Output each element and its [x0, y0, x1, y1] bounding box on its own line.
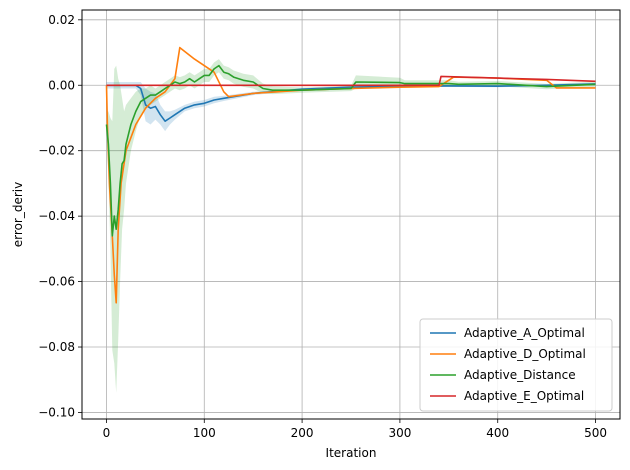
y-tick-label: 0.02: [48, 13, 75, 27]
confidence-bands: [106, 59, 596, 393]
y-tick-label: −0.08: [38, 340, 75, 354]
y-tick-label: −0.02: [38, 144, 75, 158]
series-line: [105, 64, 596, 237]
series-line: [106, 75, 596, 87]
series-lines: [105, 46, 596, 304]
x-tick-label: 300: [388, 426, 411, 440]
x-tick-label: 200: [291, 426, 314, 440]
legend-entry: Adaptive_A_Optimal: [464, 326, 585, 340]
y-tick-label: −0.10: [38, 405, 75, 419]
x-tick-label: 100: [193, 426, 216, 440]
confidence-band: [106, 59, 596, 393]
legend-entry: Adaptive_D_Optimal: [464, 347, 586, 361]
legend-entry: Adaptive_E_Optimal: [464, 389, 584, 403]
x-tick-label: 500: [584, 426, 607, 440]
y-tick-label: −0.04: [38, 209, 75, 223]
y-tick-label: 0.00: [48, 78, 75, 92]
x-axis-label: Iteration: [326, 446, 377, 460]
legend: Adaptive_A_Optimal Adaptive_D_Optimal Adap…: [419, 318, 613, 412]
legend-entry: Adaptive_Distance: [464, 368, 576, 382]
y-axis-label: error_deriv: [11, 182, 25, 247]
axis-ticks: 0 100 200 300 400 500 0.02 0.00 −0.02 −0.04 −0.06 −…: [38, 13, 607, 440]
x-tick-label: 0: [103, 426, 111, 440]
y-tick-label: −0.06: [38, 275, 75, 289]
x-tick-label: 400: [486, 426, 509, 440]
legend-box: [419, 318, 613, 412]
plot-frame: [81, 9, 621, 420]
